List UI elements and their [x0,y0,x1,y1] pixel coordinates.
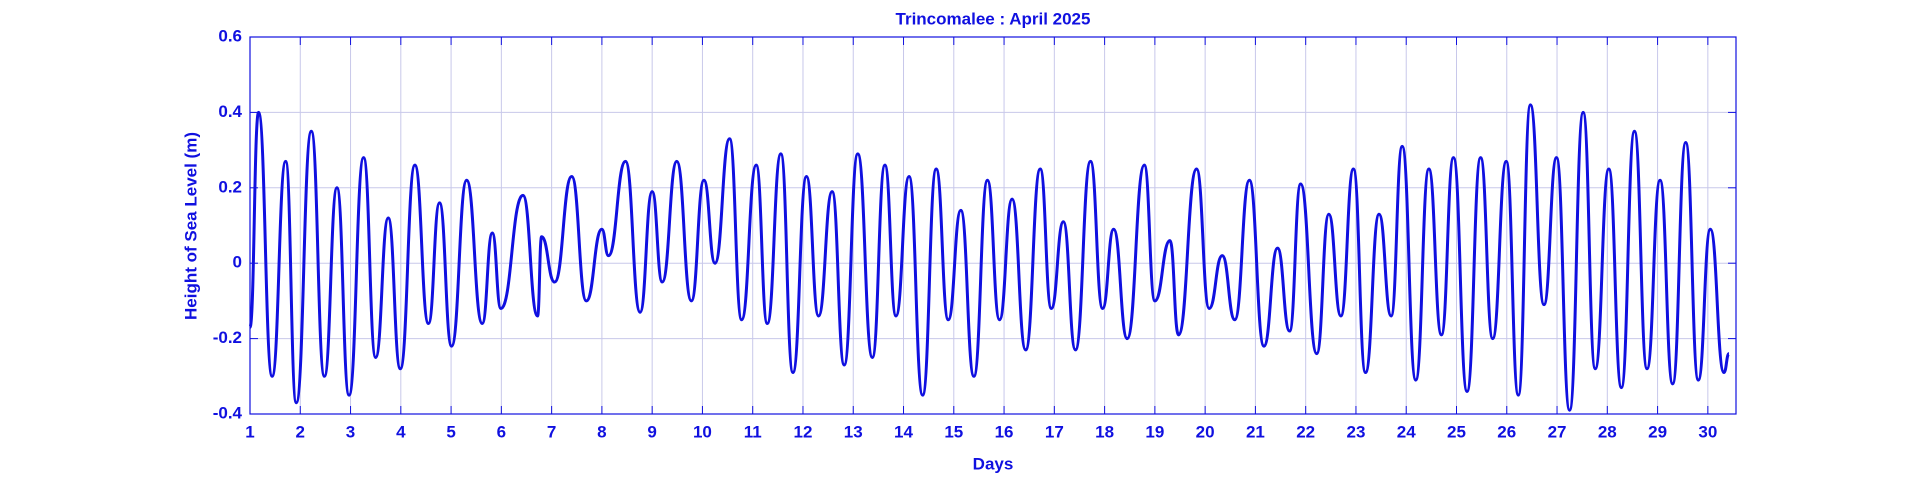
y-axis-label: Height of Sea Level (m) [181,132,200,320]
plot-frame [249,36,1737,415]
x-tick-label: 21 [1246,422,1265,441]
y-tick-label: 0.2 [218,177,242,196]
x-tick-label: 14 [894,422,913,441]
y-tick-label: 0.4 [218,102,242,121]
x-tick-label: 16 [995,422,1014,441]
x-tick-label: 27 [1548,422,1567,441]
x-tick-label: 4 [396,422,406,441]
x-tick-label: 19 [1145,422,1164,441]
x-tick-label: 30 [1698,422,1717,441]
x-tick-label: 8 [597,422,606,441]
x-tick-label: 23 [1346,422,1365,441]
x-tick-label: 24 [1397,422,1416,441]
x-tick-label: 12 [794,422,813,441]
x-tick-label: 26 [1497,422,1516,441]
x-axis-label: Days [973,454,1014,473]
x-tick-label: 18 [1095,422,1114,441]
x-tick-label: 25 [1447,422,1466,441]
x-tick-label: 1 [245,422,254,441]
x-tick-label: 6 [497,422,506,441]
x-tick-label: 28 [1598,422,1617,441]
x-tick-label: 22 [1296,422,1315,441]
x-tick-label: 15 [944,422,963,441]
x-tick-label: 17 [1045,422,1064,441]
x-tick-label: 5 [446,422,455,441]
y-tick-label: -0.2 [213,328,242,347]
x-tick-label: 13 [844,422,863,441]
x-tick-label: 11 [744,422,762,441]
x-tick-label: 29 [1648,422,1667,441]
x-tick-label: 2 [296,422,305,441]
x-tick-label: 10 [693,422,712,441]
x-tick-label: 3 [346,422,355,441]
x-tick-label: 20 [1196,422,1215,441]
x-tick-label: 7 [547,422,556,441]
y-tick-label: 0 [233,253,242,272]
y-tick-label: 0.6 [218,26,242,45]
y-tick-label: -0.4 [213,403,243,422]
sea-level-line [248,103,1731,412]
x-tick-label: 9 [647,422,656,441]
chart-title: Trincomalee : April 2025 [896,9,1091,28]
